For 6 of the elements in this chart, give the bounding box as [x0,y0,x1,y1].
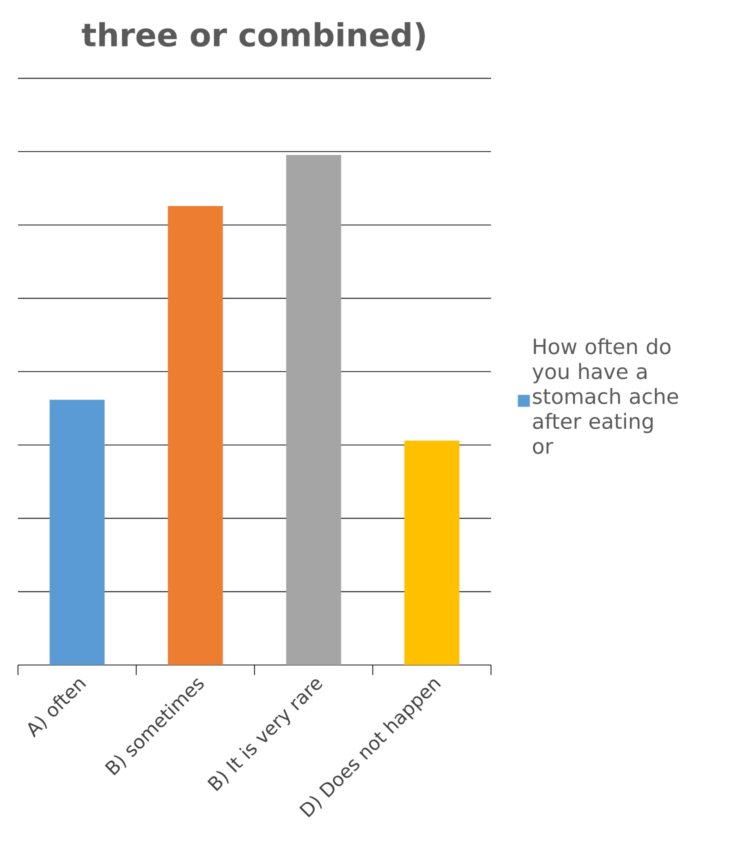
bar [404,440,460,665]
legend-label: How often do you have a stomach ache after eating or [532,338,678,454]
bar [50,400,105,665]
bar [168,206,223,665]
bar [286,155,342,665]
chart-title: three or combined) [82,22,425,50]
